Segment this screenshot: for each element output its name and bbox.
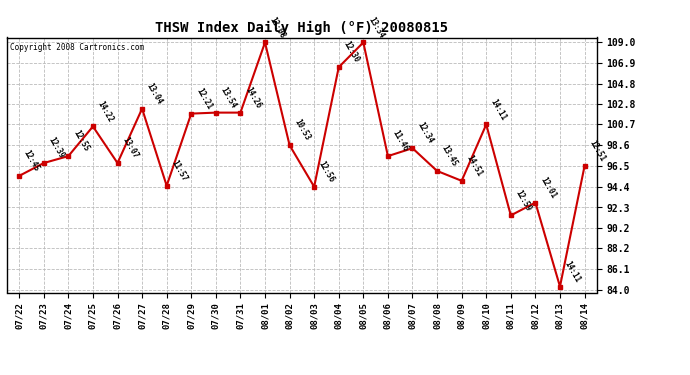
Text: 13:08: 13:08 xyxy=(268,15,287,40)
Text: 14:11: 14:11 xyxy=(563,259,582,284)
Text: 12:51: 12:51 xyxy=(587,139,607,163)
Text: 12:59: 12:59 xyxy=(513,188,533,213)
Text: 12:21: 12:21 xyxy=(194,86,213,111)
Text: 14:26: 14:26 xyxy=(243,85,263,110)
Text: 13:45: 13:45 xyxy=(440,144,460,168)
Text: 13:04: 13:04 xyxy=(145,81,164,106)
Text: 13:07: 13:07 xyxy=(120,136,139,160)
Text: 12:56: 12:56 xyxy=(317,159,336,184)
Text: 11:57: 11:57 xyxy=(170,159,189,183)
Text: 14:11: 14:11 xyxy=(489,97,509,122)
Text: 12:39: 12:39 xyxy=(46,136,66,160)
Text: 12:34: 12:34 xyxy=(415,121,435,146)
Text: 12:30: 12:30 xyxy=(342,40,361,64)
Text: 11:46: 11:46 xyxy=(391,129,410,153)
Text: 12:01: 12:01 xyxy=(538,175,558,200)
Text: 14:22: 14:22 xyxy=(96,99,115,124)
Text: 12:55: 12:55 xyxy=(71,129,90,153)
Text: 13:54: 13:54 xyxy=(219,85,238,110)
Text: 14:51: 14:51 xyxy=(464,153,484,178)
Text: 10:53: 10:53 xyxy=(293,118,312,142)
Title: THSW Index Daily High (°F) 20080815: THSW Index Daily High (°F) 20080815 xyxy=(155,21,449,35)
Text: 12:45: 12:45 xyxy=(22,148,41,173)
Text: 13:34: 13:34 xyxy=(366,15,386,40)
Text: Copyright 2008 Cartronics.com: Copyright 2008 Cartronics.com xyxy=(10,43,144,52)
